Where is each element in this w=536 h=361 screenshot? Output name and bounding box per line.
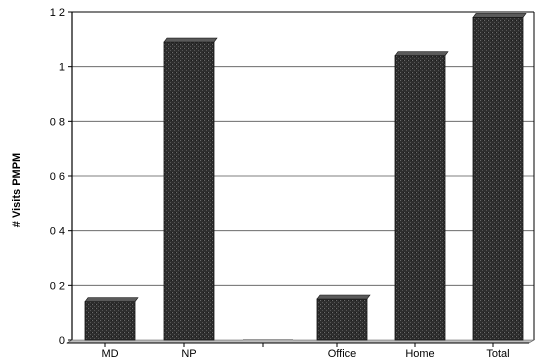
x-tick-label: Total: [486, 348, 509, 360]
axes: [65, 11, 536, 347]
bar-top: [163, 37, 218, 43]
bar: [472, 17, 524, 341]
bar-top: [394, 51, 449, 57]
bar: [243, 339, 293, 341]
bar: [163, 41, 215, 341]
bars: [84, 13, 527, 341]
bar: [394, 55, 446, 341]
x-tick-label: NP: [181, 348, 196, 360]
x-tick-label: Home: [405, 348, 434, 360]
x-tick-label: Office: [328, 348, 357, 360]
y-tick-label: 0 6: [50, 171, 65, 183]
y-axis-title: # Visits PMPM: [11, 153, 23, 227]
gridlines: [72, 11, 534, 286]
y-tick-label: 0: [59, 335, 65, 347]
y-tick-label: 0 4: [50, 226, 65, 238]
bar: [84, 301, 136, 341]
y-tick-label: 1: [59, 62, 65, 74]
x-tick-labels: MD NP Office Home Total: [101, 348, 509, 360]
y-tick-label: 0 2: [50, 280, 65, 292]
y-tick-label: 1 2: [50, 7, 65, 19]
y-tick-labels: 0 0 2 0 4 0 6 0 8 1 1 2: [50, 7, 65, 347]
y-tick-label: 0 8: [50, 116, 65, 128]
bar: [316, 298, 368, 341]
x-tick-label: MD: [101, 348, 118, 360]
bar-top: [316, 294, 371, 300]
bar-top: [84, 297, 139, 303]
bar-top: [472, 13, 527, 18]
